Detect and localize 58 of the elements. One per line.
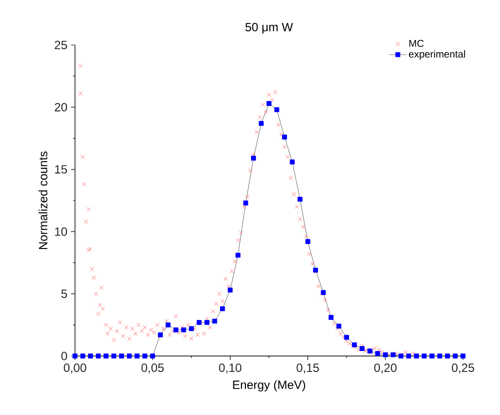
point <box>437 354 442 358</box>
point <box>220 306 225 312</box>
point <box>414 354 419 358</box>
point <box>212 318 218 324</box>
x-tick-label: 0,05 <box>141 364 164 374</box>
point <box>181 327 186 332</box>
point <box>336 324 342 329</box>
y-tick-label: 0 <box>61 352 68 360</box>
y-tick-label: 10 <box>55 227 68 236</box>
point <box>150 354 156 358</box>
point <box>251 156 256 161</box>
point <box>344 334 350 340</box>
point <box>445 354 450 358</box>
y-axis-title: Normalized counts <box>38 151 48 250</box>
x-tick-label: 0,00 <box>64 364 86 374</box>
y-tick-label: 15 <box>55 165 67 174</box>
point <box>126 354 132 358</box>
point <box>274 107 280 112</box>
chart-title: 50 μm W <box>245 22 293 34</box>
x-tick-label: 0,15 <box>296 364 319 374</box>
point <box>134 354 140 358</box>
point <box>430 354 434 358</box>
y-tick-label: 25 <box>54 40 67 50</box>
point <box>305 239 310 244</box>
point <box>72 354 78 358</box>
point <box>228 288 233 293</box>
point <box>422 354 427 358</box>
x-tick-label: 0,25 <box>452 364 474 374</box>
point <box>452 354 458 358</box>
point <box>298 196 302 202</box>
point <box>166 322 171 328</box>
point <box>258 120 264 126</box>
point <box>406 354 412 358</box>
point <box>204 320 210 325</box>
point <box>142 354 148 358</box>
point <box>111 354 116 358</box>
point <box>243 200 248 206</box>
x-tick-label: 0,10 <box>219 364 242 374</box>
point <box>360 346 365 351</box>
x-axis-title: Energy (MeV) <box>233 380 306 392</box>
y-tick-label: 5 <box>61 290 67 298</box>
point <box>96 354 101 358</box>
point <box>188 326 194 332</box>
point <box>173 327 178 332</box>
point <box>236 252 240 258</box>
legend-label: MC <box>409 40 424 47</box>
point <box>375 351 380 356</box>
point <box>88 354 93 358</box>
point <box>266 101 272 106</box>
point <box>290 159 295 164</box>
point <box>119 354 124 358</box>
y-tick-label: 20 <box>54 102 68 112</box>
point <box>104 354 108 358</box>
legend-label: experimental <box>408 50 465 60</box>
point <box>282 134 287 140</box>
point <box>80 354 86 358</box>
x-tick-label: 0,20 <box>374 364 397 374</box>
point <box>460 354 466 358</box>
